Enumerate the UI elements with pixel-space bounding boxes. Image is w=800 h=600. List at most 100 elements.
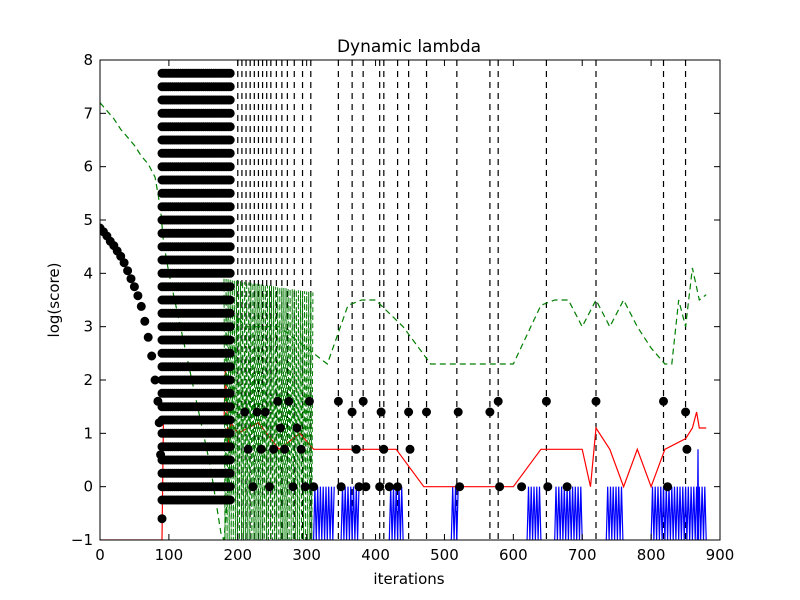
black-dense-point xyxy=(225,95,235,105)
black-sparse-point xyxy=(269,444,279,454)
black-series-point xyxy=(129,282,139,292)
black-sparse-point xyxy=(404,407,414,417)
black-sparse-point xyxy=(276,423,285,433)
black-sparse-point xyxy=(280,444,290,454)
y-tick-label: 2 xyxy=(83,371,93,389)
black-dense-point xyxy=(225,455,235,465)
black-sparse-point xyxy=(562,482,572,492)
black-sparse-point xyxy=(682,444,692,454)
black-sparse-point xyxy=(485,407,495,417)
black-dense-point xyxy=(225,215,235,225)
plot-area xyxy=(100,60,707,540)
black-dense-point xyxy=(225,268,235,278)
black-sparse-point xyxy=(300,482,310,492)
black-dense-point xyxy=(225,348,235,358)
black-sparse-point xyxy=(455,482,465,492)
y-tick-label: 0 xyxy=(83,478,93,496)
black-sparse-point xyxy=(336,482,346,492)
black-dense-point xyxy=(225,122,235,132)
black-dense-point xyxy=(225,82,235,92)
y-tick-label: 3 xyxy=(83,318,93,336)
black-dense-point xyxy=(225,375,235,385)
black-dense-point xyxy=(225,415,235,425)
black-dense-point xyxy=(225,242,235,252)
black-sparse-point xyxy=(453,407,463,417)
black-sparse-point xyxy=(541,396,551,406)
black-series-point xyxy=(157,514,167,524)
black-sparse-point xyxy=(375,482,385,492)
black-sparse-point xyxy=(591,396,601,406)
black-series-point xyxy=(119,258,129,268)
black-sparse-point xyxy=(260,407,270,417)
blue-series-segment xyxy=(450,486,459,540)
black-sparse-point xyxy=(333,396,343,406)
black-series-point xyxy=(123,266,133,276)
black-dense-point xyxy=(225,228,235,238)
black-dense-point xyxy=(225,68,235,78)
black-dense-point xyxy=(225,295,235,305)
black-sparse-point xyxy=(517,482,527,492)
y-tick-label: 4 xyxy=(83,264,93,282)
black-sparse-point xyxy=(351,444,361,454)
black-sparse-point xyxy=(252,407,262,417)
black-sparse-point xyxy=(376,407,386,417)
black-dense-point xyxy=(225,442,235,452)
x-tick-label: 600 xyxy=(499,546,528,564)
black-dense-point xyxy=(225,135,235,145)
black-sparse-point xyxy=(304,396,314,406)
black-dense-point xyxy=(225,308,235,318)
black-series-point xyxy=(140,316,150,326)
chart-title: Dynamic lambda xyxy=(337,37,481,57)
black-dense-point xyxy=(225,202,235,212)
black-sparse-point xyxy=(256,444,266,454)
black-sparse-point xyxy=(288,482,298,492)
black-sparse-point xyxy=(240,407,250,417)
black-sparse-point xyxy=(543,482,553,492)
black-sparse-point xyxy=(361,482,371,492)
blue-series-segment xyxy=(313,486,335,540)
x-tick-label: 400 xyxy=(361,546,390,564)
black-series-point xyxy=(147,351,157,361)
black-dense-point xyxy=(225,335,235,345)
black-dense-point xyxy=(225,108,235,118)
black-sparse-point xyxy=(265,482,274,492)
black-series-point xyxy=(136,301,146,311)
y-tick-label: 7 xyxy=(83,104,93,122)
black-sparse-point xyxy=(243,444,253,454)
plot-frame xyxy=(99,59,721,541)
x-axis-label: iterations xyxy=(373,570,444,588)
black-series-point xyxy=(133,291,143,301)
black-sparse-point xyxy=(659,396,668,406)
x-tick-label: 0 xyxy=(95,546,105,564)
black-dense-point xyxy=(225,188,235,198)
x-tick-label: 500 xyxy=(430,546,459,564)
black-dense-point xyxy=(225,162,235,172)
blue-series-segment xyxy=(554,486,583,540)
black-dense-point xyxy=(225,402,235,412)
black-sparse-point xyxy=(248,482,258,492)
green-series-dense-band xyxy=(223,278,314,540)
blue-series-peak xyxy=(696,449,700,540)
black-sparse-point xyxy=(309,482,319,492)
black-sparse-point xyxy=(493,396,503,406)
blue-series-segment xyxy=(340,486,360,540)
black-sparse-point xyxy=(347,407,357,417)
x-tick-label: 300 xyxy=(292,546,321,564)
black-sparse-point xyxy=(384,482,394,492)
black-sparse-point xyxy=(681,407,691,417)
black-sparse-point xyxy=(422,407,431,417)
y-tick-label: −1 xyxy=(71,531,93,549)
black-sparse-point xyxy=(292,423,302,433)
y-tick-label: 5 xyxy=(83,211,93,229)
y-tick-label: 8 xyxy=(83,51,93,69)
black-sparse-point xyxy=(358,396,368,406)
x-tick-label: 900 xyxy=(706,546,735,564)
black-dense-point xyxy=(225,362,235,372)
y-tick-label: 6 xyxy=(83,158,93,176)
black-sparse-point xyxy=(379,444,389,454)
black-dense-point xyxy=(225,148,235,158)
black-dense-point xyxy=(225,255,235,265)
black-sparse-point xyxy=(296,444,306,454)
